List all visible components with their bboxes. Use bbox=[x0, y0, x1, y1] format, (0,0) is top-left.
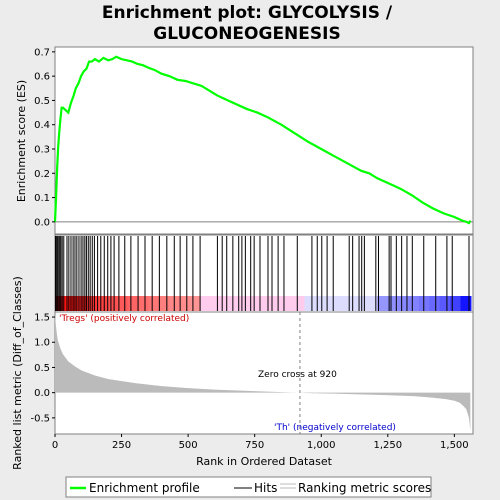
colorbar-segment bbox=[418, 296, 430, 311]
es-ytick-label: 0.5 bbox=[34, 96, 50, 107]
legend-box bbox=[65, 476, 432, 498]
colorbar-segment bbox=[200, 296, 212, 311]
colorbar-segment bbox=[346, 296, 358, 311]
metric-ytick-label: 0.5 bbox=[34, 363, 50, 374]
colorbar-segment bbox=[86, 296, 98, 311]
colorbar-segment bbox=[377, 296, 389, 311]
xtick-label: 250 bbox=[112, 440, 131, 451]
enrichment-profile bbox=[53, 55, 472, 225]
es-y-axis-label: Enrichment score (ES) bbox=[15, 80, 28, 202]
negative-class-label: 'Th' (negatively correlated) bbox=[274, 423, 396, 433]
colorbar-segment bbox=[387, 296, 399, 311]
colorbar-segment bbox=[366, 296, 378, 311]
metric-panel bbox=[54, 311, 474, 435]
colorbar-segment bbox=[460, 296, 472, 311]
colorbar-segment bbox=[231, 296, 243, 311]
colorbar-segment bbox=[190, 296, 202, 311]
colorbar-segment bbox=[179, 296, 191, 311]
positive-class-label: 'Tregs' (positively correlated) bbox=[59, 314, 189, 324]
colorbar-segment bbox=[96, 296, 108, 311]
colorbar-segment bbox=[294, 296, 306, 311]
xtick-label: 1,000 bbox=[307, 440, 336, 451]
es-ytick-label: 0.2 bbox=[34, 169, 50, 180]
es-y-axis: 0.0 0.1 0.2 0.3 0.4 0.5 0.6 0.7 bbox=[34, 47, 55, 228]
xtick-label: 500 bbox=[179, 440, 198, 451]
colorbar-segment bbox=[117, 296, 129, 311]
ranking-colorbar bbox=[55, 296, 472, 311]
metric-ytick-label: 1.0 bbox=[34, 338, 50, 349]
es-ytick-label: 0.3 bbox=[34, 145, 50, 156]
es-ytick-label: 0.7 bbox=[34, 47, 50, 58]
colorbar-segment bbox=[169, 296, 181, 311]
xtick-label: 1,250 bbox=[373, 440, 402, 451]
colorbar-segment bbox=[398, 296, 410, 311]
colorbar-segment bbox=[408, 296, 420, 311]
es-ytick-label: 0.1 bbox=[34, 193, 50, 204]
metric-ytick-label: 1.5 bbox=[34, 313, 50, 324]
chart-title-line1: Enrichment plot: GLYCOLYSIS / bbox=[102, 3, 393, 23]
metric-ytick-label: 0.0 bbox=[34, 388, 50, 399]
es-ytick-label: 0.4 bbox=[34, 120, 50, 131]
chart-title-line2: GLUCONEOGENESIS bbox=[153, 24, 340, 44]
colorbar-segment bbox=[304, 296, 316, 311]
colorbar-segment bbox=[252, 296, 264, 311]
es-ytick-label: 0.0 bbox=[34, 217, 50, 228]
enrichment-profile-line bbox=[53, 55, 472, 225]
colorbar-segment bbox=[450, 296, 462, 311]
x-axis-label: Rank in Ordered Dataset bbox=[196, 455, 333, 468]
colorbar-segment bbox=[242, 296, 254, 311]
metric-y-axis: -0.5 0.0 0.5 1.0 1.5 bbox=[30, 313, 55, 424]
colorbar-segment bbox=[148, 296, 160, 311]
hit-lines bbox=[55, 236, 470, 311]
xtick-label: 0 bbox=[52, 440, 58, 451]
es-ytick-label: 0.6 bbox=[34, 72, 50, 83]
legend-metric-label: Ranking metric scores bbox=[298, 481, 431, 495]
colorbar-segment bbox=[314, 296, 326, 311]
metric-y-axis-label: Ranked list metric (Diff_of_Classes) bbox=[11, 276, 24, 470]
colorbar-segment bbox=[210, 296, 222, 311]
es-panel bbox=[54, 46, 474, 235]
colorbar-segment bbox=[158, 296, 170, 311]
xtick-label: 1,500 bbox=[440, 440, 469, 451]
colorbar-segment bbox=[273, 296, 285, 311]
x-axis: 0 250 500 750 1,000 1,250 1,500 bbox=[52, 434, 469, 451]
zero-cross-label: Zero cross at 920 bbox=[258, 370, 337, 380]
colorbar-segment bbox=[325, 296, 337, 311]
legend-hits-label: Hits bbox=[254, 481, 277, 495]
colorbar-segment bbox=[335, 296, 347, 311]
colorbar-segment bbox=[283, 296, 295, 311]
xtick-label: 750 bbox=[245, 440, 264, 451]
legend-es-label: Enrichment profile bbox=[89, 481, 200, 495]
colorbar-segment bbox=[429, 296, 441, 311]
colorbar-segment bbox=[106, 296, 118, 311]
colorbar-segment bbox=[127, 296, 139, 311]
metric-ytick-label: -0.5 bbox=[30, 413, 50, 424]
colorbar-segment bbox=[439, 296, 451, 311]
colorbar-segment bbox=[138, 296, 150, 311]
